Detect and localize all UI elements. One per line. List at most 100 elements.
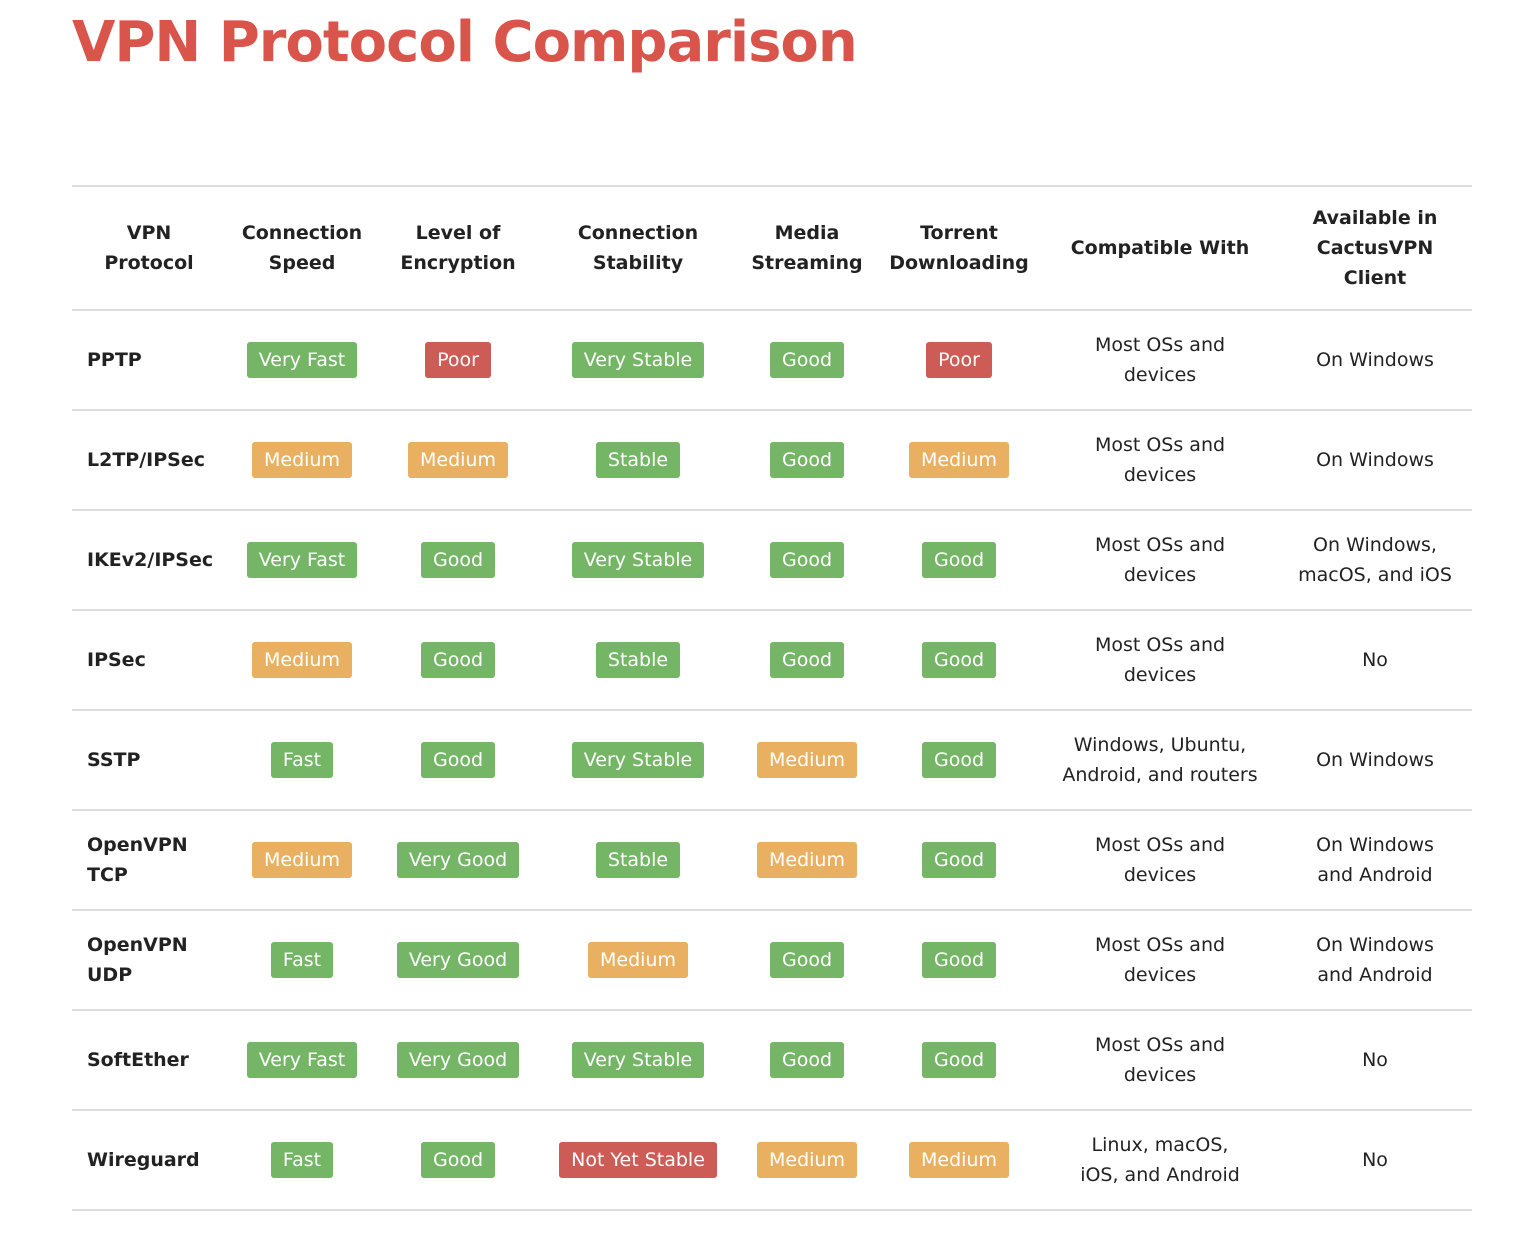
rating-cell: Fast [226,910,378,1010]
rating-badge-good: Good [921,642,997,678]
protocol-name: OpenVPN UDP [87,934,188,986]
rating-badge-good: Good [769,642,845,678]
rating-badge-good: Good [921,742,997,778]
availability: On Windows [1316,449,1434,471]
rating-badge-good: Good [769,442,845,478]
protocol-name: IPSec [87,649,146,671]
comparison-table: VPN Protocol Connection Speed Level of Enc… [72,185,1472,1211]
compatible-with: Most OSs and devices [1094,434,1226,486]
rating-badge-good: Very Stable [571,542,705,578]
column-header: Level of Encryption [400,222,516,274]
availability: No [1362,1149,1388,1171]
rating-cell: Medium [538,910,738,1010]
table-row: L2TP/IPSec Medium Medium Stable Good Medium Mo… [72,410,1472,510]
rating-cell: Medium [738,1110,876,1210]
availability: On Windows [1316,749,1434,771]
rating-badge-good: Fast [270,742,334,778]
column-header: Available in CactusVPN Client [1312,207,1438,289]
rating-badge-medium: Medium [757,1142,857,1178]
rating-badge-good: Good [769,542,845,578]
availability: On Windows, macOS, and iOS [1298,534,1452,586]
availability: On Windows and Android [1316,934,1434,986]
rating-cell: Very Stable [538,1010,738,1110]
rating-cell: Medium [226,410,378,510]
protocol-name: OpenVPN TCP [87,834,188,886]
rating-cell: Poor [876,310,1042,410]
rating-cell: Medium [738,810,876,910]
rating-badge-good: Very Fast [246,1042,358,1078]
rating-cell: Very Good [378,1010,538,1110]
protocol-name: L2TP/IPSec [87,449,205,471]
rating-badge-good: Good [420,642,496,678]
compatible-with: Most OSs and devices [1094,934,1226,986]
availability: On Windows [1316,349,1434,371]
rating-cell: Good [738,1010,876,1110]
table-row: Wireguard Fast Good Not Yet Stable Medium Med… [72,1110,1472,1210]
protocol-name: SoftEther [87,1049,189,1071]
rating-cell: Stable [538,610,738,710]
rating-cell: Medium [738,710,876,810]
rating-badge-good: Stable [595,442,681,478]
availability: No [1362,649,1388,671]
rating-badge-good: Very Good [396,942,520,978]
rating-cell: Stable [538,410,738,510]
availability: No [1362,1049,1388,1071]
compatible-with: Windows, Ubuntu, Android, and routers [1062,734,1258,786]
rating-badge-poor: Not Yet Stable [559,1142,717,1178]
rating-cell: Very Stable [538,710,738,810]
table-row: SoftEther Very Fast Very Good Very Stable Go… [72,1010,1472,1110]
rating-badge-good: Good [921,542,997,578]
table-row: PPTP Very Fast Poor Very Stable Good Poor Most… [72,310,1472,410]
rating-cell: Good [876,910,1042,1010]
rating-cell: Very Good [378,810,538,910]
rating-cell: Medium [876,1110,1042,1210]
rating-cell: Stable [538,810,738,910]
rating-cell: Good [738,310,876,410]
column-header: VPN Protocol [104,222,194,274]
rating-badge-good: Stable [595,642,681,678]
table-row: IKEv2/IPSec Very Fast Good Very Stable Good G… [72,510,1472,610]
rating-badge-medium: Medium [588,942,688,978]
table-row: IPSec Medium Good Stable Good Good Most OSs an… [72,610,1472,710]
rating-cell: Good [738,610,876,710]
rating-badge-good: Very Good [396,842,520,878]
rating-badge-good: Stable [595,842,681,878]
rating-badge-good: Good [420,542,496,578]
rating-cell: Medium [378,410,538,510]
rating-cell: Very Stable [538,310,738,410]
column-header: Torrent Downloading [889,222,1029,274]
rating-cell: Medium [226,610,378,710]
column-header: Media Streaming [751,222,863,274]
rating-badge-medium: Medium [757,842,857,878]
compatible-with: Most OSs and devices [1094,834,1226,886]
rating-cell: Very Good [378,910,538,1010]
rating-cell: Good [378,510,538,610]
rating-cell: Very Fast [226,510,378,610]
rating-badge-good: Very Fast [246,542,358,578]
rating-cell: Good [876,810,1042,910]
rating-badge-good: Good [921,942,997,978]
compatible-with: Most OSs and devices [1094,334,1226,386]
compatible-with: Most OSs and devices [1094,634,1226,686]
rating-cell: Good [738,510,876,610]
rating-badge-medium: Medium [252,842,352,878]
protocol-name: PPTP [87,349,142,371]
rating-badge-medium: Medium [408,442,508,478]
rating-badge-poor: Poor [926,342,992,378]
rating-badge-good: Good [921,1042,997,1078]
header-row: VPN Protocol Connection Speed Level of Enc… [72,186,1472,310]
rating-badge-medium: Medium [909,1142,1009,1178]
rating-badge-medium: Medium [909,442,1009,478]
rating-cell: Good [378,1110,538,1210]
rating-cell: Good [876,1010,1042,1110]
rating-badge-good: Good [420,742,496,778]
rating-badge-good: Good [921,842,997,878]
rating-badge-medium: Medium [252,442,352,478]
table-row: OpenVPN TCP Medium Very Good Stable Medium Go… [72,810,1472,910]
rating-badge-medium: Medium [757,742,857,778]
rating-cell: Fast [226,710,378,810]
rating-badge-good: Good [769,942,845,978]
compatible-with: Most OSs and devices [1094,534,1226,586]
rating-cell: Good [738,410,876,510]
rating-badge-good: Very Fast [246,342,358,378]
